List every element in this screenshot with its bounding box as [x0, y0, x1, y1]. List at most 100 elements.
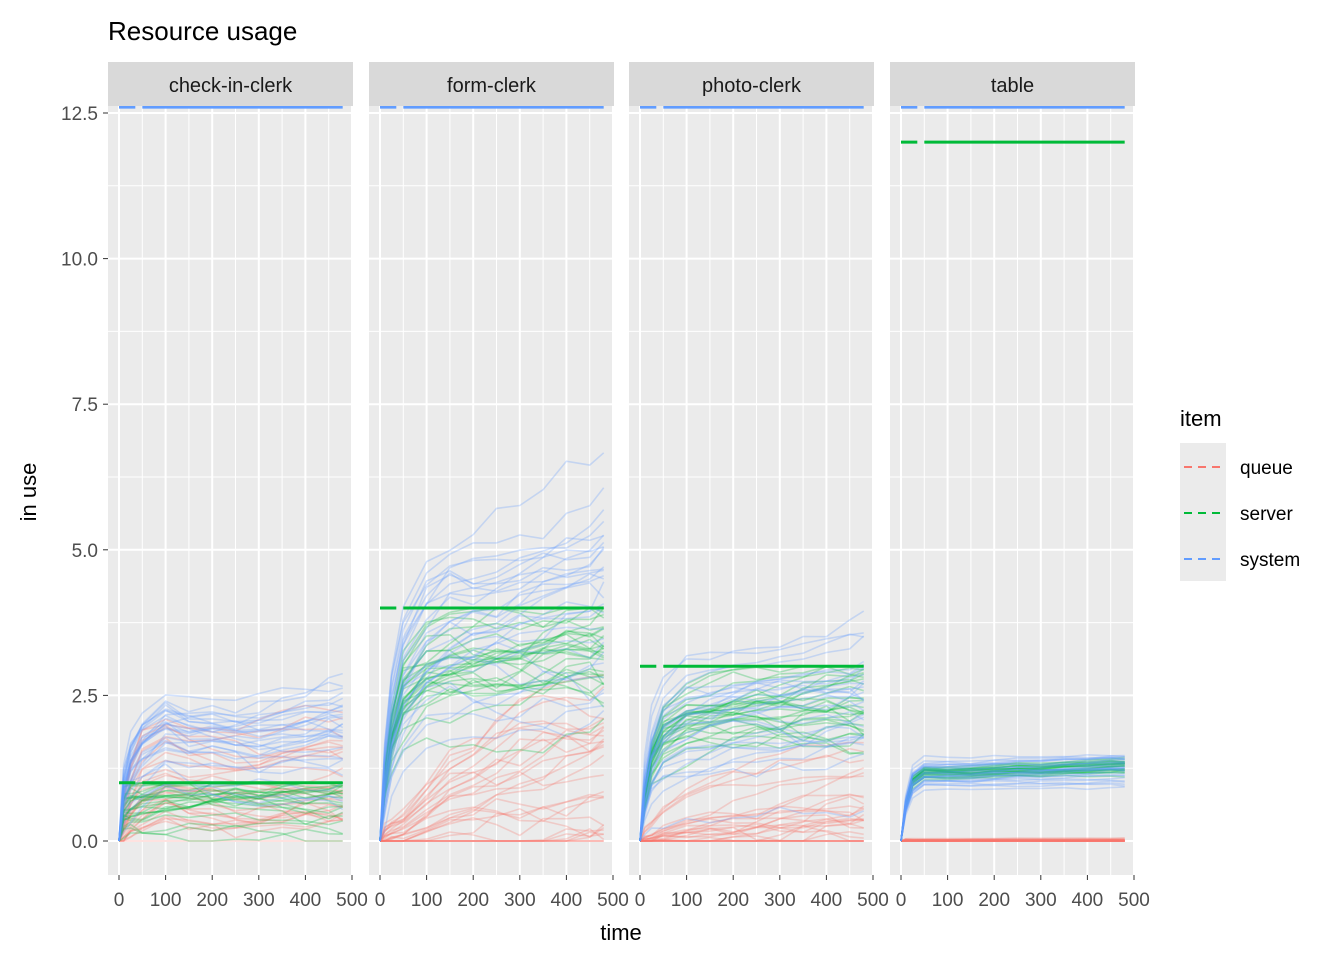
facet-photo-clerk: photo-clerk 0 100 200 300 400 500	[629, 62, 889, 911]
system-replication-line	[379, 546, 604, 842]
server-replication-line	[118, 788, 343, 842]
system-replication-line	[639, 682, 864, 842]
system-replication-line	[900, 759, 1125, 842]
system-replication-line	[379, 688, 605, 842]
server-replication-line	[379, 635, 605, 842]
system-replication-line	[118, 703, 343, 842]
queue-replication-line	[380, 828, 604, 842]
system-replication-line	[639, 660, 865, 842]
facet-strip	[369, 62, 614, 106]
server-replication-line	[379, 633, 605, 842]
system-replication-line	[118, 691, 344, 842]
facet-strip-label: check-in-clerk	[169, 75, 293, 97]
x-tick-label: 300	[243, 890, 275, 911]
system-replication-line	[118, 735, 343, 842]
queue-replication-line	[118, 810, 344, 842]
server-replication-line	[639, 714, 864, 842]
queue-replication-line	[118, 772, 344, 842]
system-replication-line	[118, 717, 343, 842]
system-replication-line	[900, 767, 1125, 842]
system-replication-line	[118, 701, 343, 842]
system-replication-line	[379, 704, 604, 842]
system-replication-line	[379, 685, 605, 842]
server-replication-line	[900, 761, 1125, 842]
queue-replication-line	[639, 741, 864, 842]
server-replication-line	[900, 773, 1125, 842]
queue-replication-line	[639, 808, 865, 842]
y-tick-label: 7.5	[72, 395, 98, 416]
server-replication-line	[118, 824, 343, 842]
system-replication-line	[118, 778, 344, 842]
queue-replication-line	[640, 793, 864, 842]
queue-replication-line	[379, 717, 605, 842]
queue-replication-line	[118, 787, 343, 842]
server-replication-line	[118, 789, 343, 842]
system-replication-line	[900, 780, 1125, 842]
system-replication-line	[118, 709, 343, 842]
legend-title: item	[1180, 406, 1222, 431]
queue-replication-line	[639, 775, 864, 842]
queue-replication-line	[379, 738, 605, 842]
system-replication-line	[900, 756, 1125, 842]
queue-replication-line	[640, 818, 864, 842]
x-tick-label: 400	[1072, 890, 1104, 911]
server-replication-line	[900, 761, 1125, 842]
system-replication-line	[379, 626, 604, 842]
queue-replication-line	[900, 837, 1125, 842]
queue-replication-line	[380, 754, 605, 842]
system-replication-line	[379, 569, 604, 842]
x-tick-label: 500	[336, 890, 368, 911]
queue-replication-line	[380, 740, 605, 842]
queue-replication-line	[379, 795, 604, 842]
x-tick-label: 400	[290, 890, 322, 911]
server-replication-line	[900, 768, 1125, 842]
server-replication-line	[118, 789, 343, 842]
system-replication-line	[900, 763, 1125, 842]
server-replication-line	[118, 788, 343, 842]
server-replication-line	[639, 700, 864, 842]
facet-strip	[108, 62, 353, 106]
queue-replication-line	[118, 783, 343, 842]
server-replication-line	[118, 792, 343, 842]
queue-replication-line	[118, 819, 343, 842]
system-replication-line	[118, 729, 343, 842]
y-tick-label: 10.0	[61, 250, 98, 271]
queue-replication-line	[118, 750, 343, 842]
system-replication-line	[379, 574, 605, 842]
server-replication-line	[379, 657, 605, 842]
system-replication-line	[379, 582, 605, 842]
system-replication-line	[379, 651, 605, 842]
queue-replication-line	[640, 830, 864, 842]
system-replication-line	[639, 667, 865, 842]
server-replication-line	[900, 765, 1125, 842]
server-replication-line	[900, 762, 1125, 842]
x-tick-label: 0	[896, 890, 907, 911]
queue-replication-line	[900, 837, 1125, 842]
system-replication-line	[379, 603, 605, 842]
system-replication-line	[118, 697, 344, 842]
system-replication-line	[639, 687, 865, 842]
system-replication-line	[639, 666, 865, 842]
server-replication-line	[379, 632, 605, 842]
system-replication-line	[900, 766, 1125, 842]
system-replication-line	[379, 566, 605, 842]
server-replication-line	[379, 630, 604, 842]
system-replication-line	[900, 767, 1125, 842]
queue-replication-line	[639, 826, 864, 842]
queue-replication-line	[380, 831, 604, 842]
system-replication-line	[639, 753, 864, 842]
x-tick-label: 500	[597, 890, 629, 911]
server-replication-line	[639, 689, 864, 842]
system-replication-line	[118, 735, 343, 842]
server-replication-line	[639, 722, 864, 842]
queue-replication-line	[900, 838, 1125, 842]
system-replication-line	[118, 672, 343, 842]
facet-table: table 0 100 200 300 400 500	[890, 62, 1150, 911]
server-replication-line	[639, 731, 864, 842]
system-replication-line	[639, 806, 865, 842]
server-replication-line	[379, 661, 605, 842]
system-replication-line	[639, 737, 864, 842]
server-replication-line	[379, 645, 605, 842]
system-replication-line	[118, 781, 344, 842]
system-replication-line	[118, 681, 343, 842]
